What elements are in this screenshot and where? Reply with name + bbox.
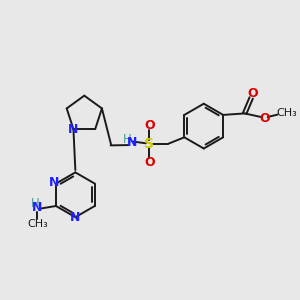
Text: S: S — [144, 137, 154, 151]
Text: N: N — [68, 123, 79, 136]
Text: H: H — [123, 134, 131, 146]
Text: N: N — [49, 176, 60, 189]
Text: O: O — [248, 87, 258, 100]
Text: O: O — [259, 112, 270, 125]
Text: H: H — [31, 196, 39, 209]
Text: N: N — [127, 136, 137, 149]
Text: N: N — [70, 211, 80, 224]
Text: O: O — [144, 156, 155, 169]
Text: CH₃: CH₃ — [276, 108, 297, 118]
Text: O: O — [144, 118, 155, 132]
Text: CH₃: CH₃ — [27, 219, 48, 229]
Text: N: N — [32, 201, 43, 214]
